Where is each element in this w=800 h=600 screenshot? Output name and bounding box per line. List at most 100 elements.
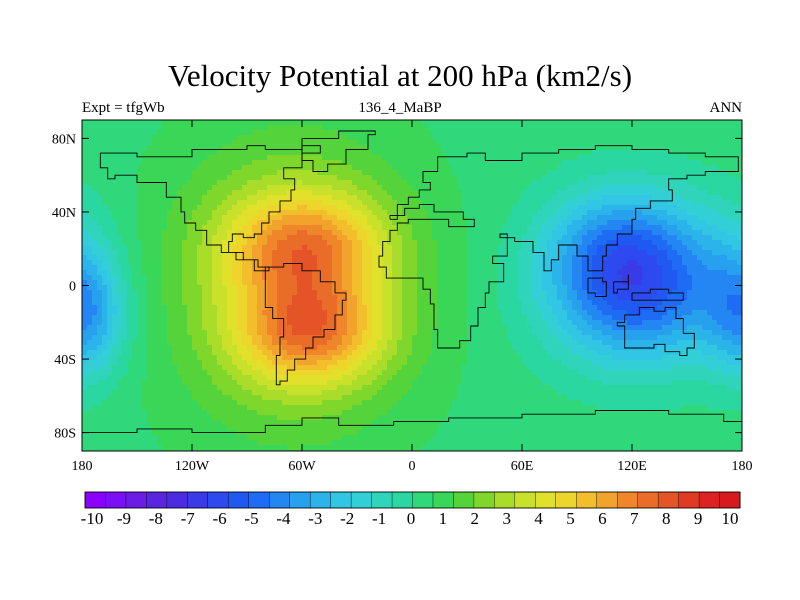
field-cell [197,310,203,316]
field-cell [327,360,333,366]
field-cell [452,295,458,301]
field-cell [387,290,393,296]
field-cell [87,300,93,306]
field-cell [402,230,408,236]
field-cell [122,320,128,326]
field-cell [162,445,168,451]
field-cell [377,440,383,446]
field-cell [307,285,313,291]
field-cell [112,370,118,376]
field-cell [362,370,368,376]
field-cell [437,150,443,156]
field-cell [117,410,123,416]
field-cell [342,430,348,436]
field-cell [417,215,423,221]
field-cell [197,170,203,176]
field-cell [412,210,418,216]
field-cell [367,160,373,166]
field-cell [197,415,203,421]
field-cell [412,350,418,356]
field-cell [277,275,283,281]
field-cell [227,410,233,416]
field-cell [397,380,403,386]
field-cell [212,155,218,161]
field-cell [277,330,283,336]
field-cell [132,205,138,211]
field-cell [307,410,313,416]
field-cell [412,355,418,361]
field-cell [182,310,188,316]
field-cell [197,325,203,331]
field-cell [377,325,383,331]
field-cell [317,125,323,131]
field-cell [347,155,353,161]
field-cell [172,245,178,251]
field-cell [97,305,103,311]
field-cell [142,440,148,446]
field-cell [437,290,443,296]
field-cell [417,280,423,286]
field-cell [92,180,98,186]
field-cell [82,385,88,391]
field-cell [327,145,333,151]
field-cell [367,415,373,421]
field-cell [412,395,418,401]
field-cell [427,365,433,371]
field-cell [452,180,458,186]
field-cell [132,170,138,176]
field-cell [152,225,158,231]
field-cell [82,365,88,371]
field-cell [422,365,428,371]
field-cell [212,140,218,146]
field-cell [127,305,133,311]
field-cell [377,215,383,221]
field-cell [102,355,108,361]
field-cell [287,160,293,166]
field-cell [187,400,193,406]
field-cell [212,330,218,336]
field-cell [422,240,428,246]
field-cell [417,345,423,351]
field-cell [247,415,253,421]
field-cell [352,265,358,271]
field-cell [117,385,123,391]
field-cell [247,330,253,336]
field-cell [447,430,453,436]
field-cell [252,445,258,451]
field-cell [287,205,293,211]
field-cell [152,440,158,446]
field-cell [167,325,173,331]
field-cell [317,420,323,426]
field-cell [437,245,443,251]
field-cell [282,340,288,346]
field-cell [197,190,203,196]
field-cell [87,210,93,216]
field-cell [112,405,118,411]
field-cell [192,150,198,156]
field-cell [137,130,143,136]
field-cell [132,420,138,426]
field-cell [372,440,378,446]
field-cell [157,360,163,366]
field-cell [242,370,248,376]
field-cell [297,385,303,391]
field-cell [312,205,318,211]
field-cell [272,340,278,346]
field-cell [207,350,213,356]
field-cell [307,375,313,381]
field-cell [277,445,283,451]
field-cell [242,360,248,366]
field-cell [142,260,148,266]
field-cell [312,370,318,376]
field-cell [222,445,228,451]
field-cell [362,430,368,436]
field-cell [387,305,393,311]
field-cell [252,315,258,321]
field-cell [142,220,148,226]
field-cell [107,290,113,296]
field-cell [162,375,168,381]
field-cell [332,125,338,131]
field-cell [187,155,193,161]
field-cell [222,305,228,311]
field-cell [142,330,148,336]
